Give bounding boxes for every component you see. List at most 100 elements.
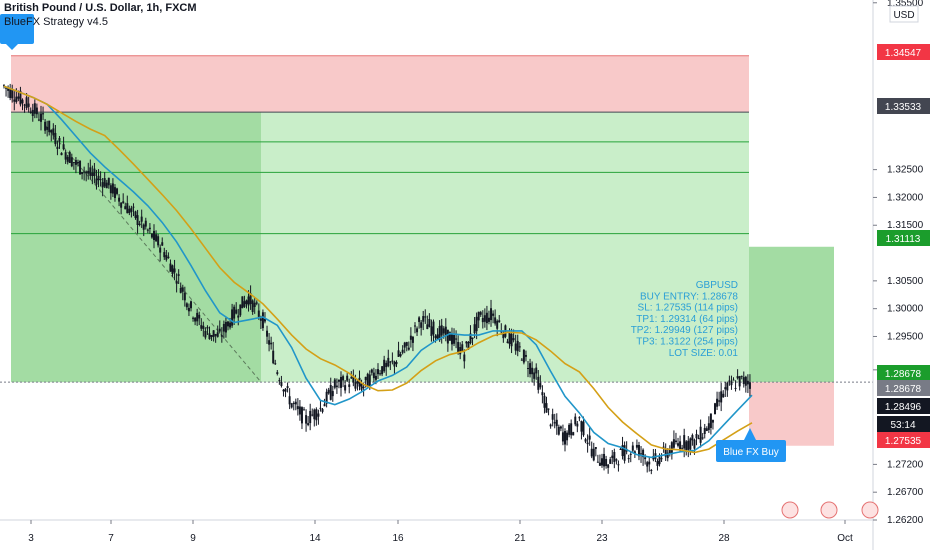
info-line: LOT SIZE: 0.01 <box>669 348 739 359</box>
candle-body <box>522 349 525 363</box>
candle-body <box>444 326 447 337</box>
price-tag-label: 1.28678 <box>885 369 922 380</box>
candle-body <box>613 451 616 462</box>
candle-body <box>461 344 464 352</box>
candle-body <box>360 383 363 390</box>
candle-body <box>471 337 474 340</box>
candle-body <box>728 380 731 382</box>
info-line: BUY ENTRY: 1.28678 <box>640 291 738 302</box>
indicator-label[interactable]: BlueFX Strategy v4.5 <box>4 16 108 28</box>
candle-body <box>42 113 45 115</box>
chart-header: British Pound / U.S. Dollar, 1h, FXCM Bl… <box>4 2 197 28</box>
candle-body <box>89 167 92 176</box>
candle-body <box>450 334 453 345</box>
candle-body <box>716 398 719 407</box>
candle-body <box>241 296 244 309</box>
candle-body <box>350 377 353 379</box>
candle-body <box>699 426 702 443</box>
candle-body <box>459 347 462 355</box>
candle-body <box>261 312 264 329</box>
candle-body <box>97 175 100 181</box>
candle-body <box>64 152 67 160</box>
candle-body <box>666 452 669 459</box>
candle-body <box>714 403 717 415</box>
candle-body <box>340 376 343 388</box>
candle-body <box>210 335 213 337</box>
time-tick-label: 3 <box>28 533 34 544</box>
candle-body <box>416 328 419 333</box>
candle-body <box>329 384 332 400</box>
candle-body <box>134 211 137 218</box>
candle-body <box>701 437 704 439</box>
candle-body <box>646 462 649 467</box>
candle-body <box>50 130 53 133</box>
candle-body <box>165 255 168 260</box>
candle-body <box>222 323 225 332</box>
candle-body <box>76 162 79 164</box>
candle-body <box>257 310 260 317</box>
candle-body <box>582 421 585 436</box>
candle-body <box>19 90 22 105</box>
candle-body <box>621 445 624 457</box>
candle-body <box>132 206 135 208</box>
candle-body <box>570 423 573 436</box>
candle-body <box>506 341 509 343</box>
info-line: TP2: 1.29949 (127 pips) <box>631 325 738 336</box>
candle-body <box>687 440 690 450</box>
candle-body <box>656 460 659 466</box>
candle-body <box>644 457 647 460</box>
candle-body <box>681 447 684 449</box>
candle-body <box>631 445 634 451</box>
event-flag-icon <box>820 501 838 519</box>
candle-body <box>722 393 725 398</box>
candle-body <box>469 333 472 344</box>
candle-body <box>413 325 416 327</box>
candle-body <box>576 423 579 427</box>
candle-body <box>553 422 556 424</box>
candle-body <box>529 363 532 375</box>
candle-body <box>23 104 26 106</box>
time-tick-label: 21 <box>514 533 526 544</box>
candle-body <box>730 381 733 386</box>
candle-body <box>325 391 328 404</box>
candle-body <box>640 453 643 455</box>
candle-body <box>629 453 632 455</box>
candle-body <box>161 242 164 246</box>
price-tick-label: 1.27200 <box>887 459 924 470</box>
candle-body <box>679 441 682 449</box>
candle-body <box>313 409 316 420</box>
candle-body <box>397 350 400 357</box>
candle-body <box>494 317 497 324</box>
candle-body <box>294 401 297 405</box>
candle-body <box>611 455 614 459</box>
candle-body <box>623 445 626 461</box>
candle-body <box>557 426 560 435</box>
candle-body <box>153 230 156 240</box>
candle-body <box>674 440 677 443</box>
price-tag <box>877 365 930 381</box>
candle-body <box>159 247 162 253</box>
candle-body <box>720 391 723 403</box>
candle-body <box>169 263 172 272</box>
candle-body <box>204 330 207 338</box>
candle-body <box>457 341 460 353</box>
candle-body <box>74 160 77 165</box>
candle-body <box>479 312 482 315</box>
candle-body <box>27 103 30 107</box>
info-line: GBPUSD <box>696 280 738 291</box>
candle-body <box>430 326 433 336</box>
candle-body <box>381 366 384 375</box>
candle-body <box>296 406 299 410</box>
candle-body <box>492 313 495 316</box>
candle-body <box>280 382 283 386</box>
candle-body <box>103 178 106 187</box>
candle-body <box>572 432 575 436</box>
candle-body <box>424 316 427 318</box>
candle-body <box>56 146 59 149</box>
price-tick-label: 1.35500 <box>887 0 924 9</box>
candle-body <box>440 325 443 336</box>
candle-body <box>584 439 587 442</box>
candle-body <box>270 342 273 345</box>
candle-body <box>399 354 402 357</box>
